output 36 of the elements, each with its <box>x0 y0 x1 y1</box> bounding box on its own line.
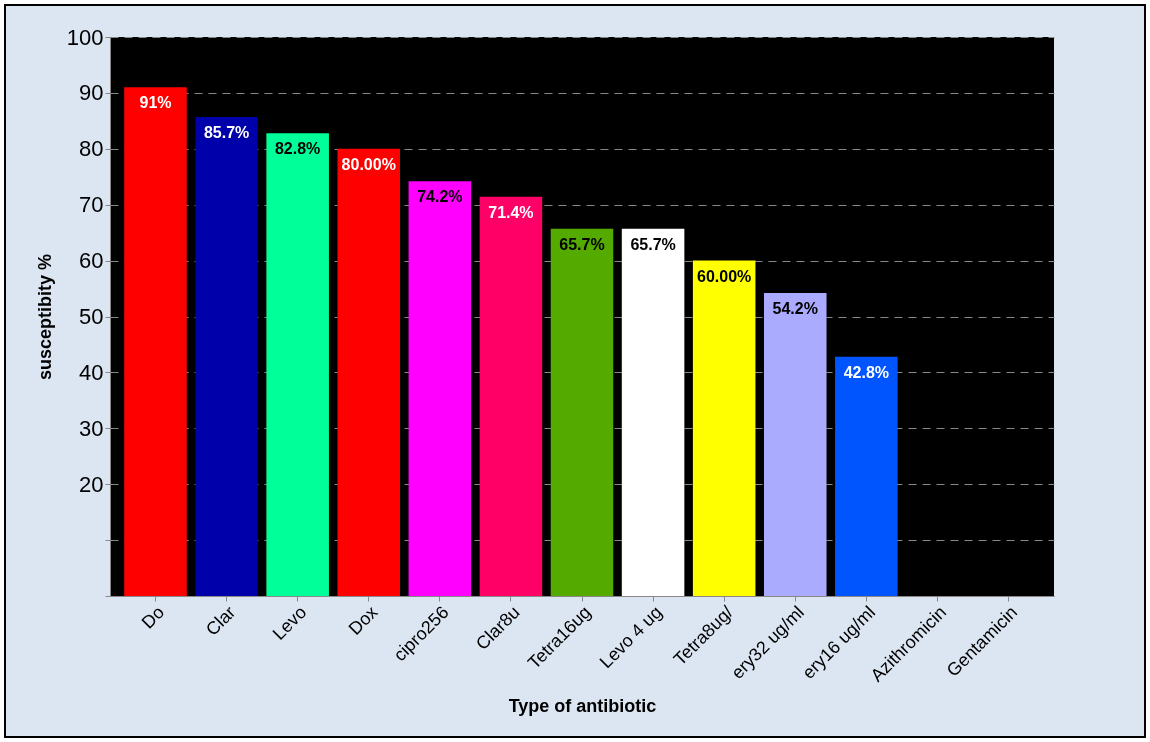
y-axis-title: susceptibity % <box>34 253 55 381</box>
data-label: 60.00% <box>697 267 752 285</box>
bar <box>408 181 472 596</box>
bar <box>550 228 614 596</box>
y-tick-label: 50 <box>79 304 104 329</box>
y-tick-label: 70 <box>79 192 104 218</box>
y-tick-label: 20 <box>79 471 104 497</box>
y-tick-label: 90 <box>79 80 104 106</box>
data-label: 82.8% <box>274 140 321 158</box>
data-label: 91% <box>139 94 172 112</box>
y-tick-label: 60 <box>79 248 104 274</box>
bar <box>621 228 685 596</box>
bar <box>195 116 258 596</box>
y-tick-label: 100 <box>66 24 104 50</box>
bar <box>835 356 898 596</box>
bar <box>266 133 329 596</box>
bar <box>124 87 187 596</box>
data-label: 54.2% <box>772 300 818 318</box>
x-tick-label: Dox <box>344 602 382 639</box>
bar <box>763 293 827 596</box>
y-tick-label: 40 <box>79 359 104 385</box>
x-axis-title: Type of antibiotic <box>508 695 657 716</box>
data-label: 65.7% <box>630 235 676 253</box>
bar <box>337 148 401 596</box>
data-label: 74.2% <box>417 188 463 206</box>
x-tick-label: Do <box>137 602 169 633</box>
y-tick-label: 30 <box>79 415 104 441</box>
data-label: 71.4% <box>488 203 534 221</box>
bar <box>479 196 543 596</box>
data-label: 65.7% <box>559 235 605 253</box>
data-label: 80.00% <box>341 155 396 173</box>
data-label: 42.8% <box>843 363 890 381</box>
y-tick-label: 80 <box>79 136 104 162</box>
data-label: 85.7% <box>203 123 250 141</box>
bar <box>692 260 756 596</box>
x-tick-label: Clar <box>201 602 240 640</box>
